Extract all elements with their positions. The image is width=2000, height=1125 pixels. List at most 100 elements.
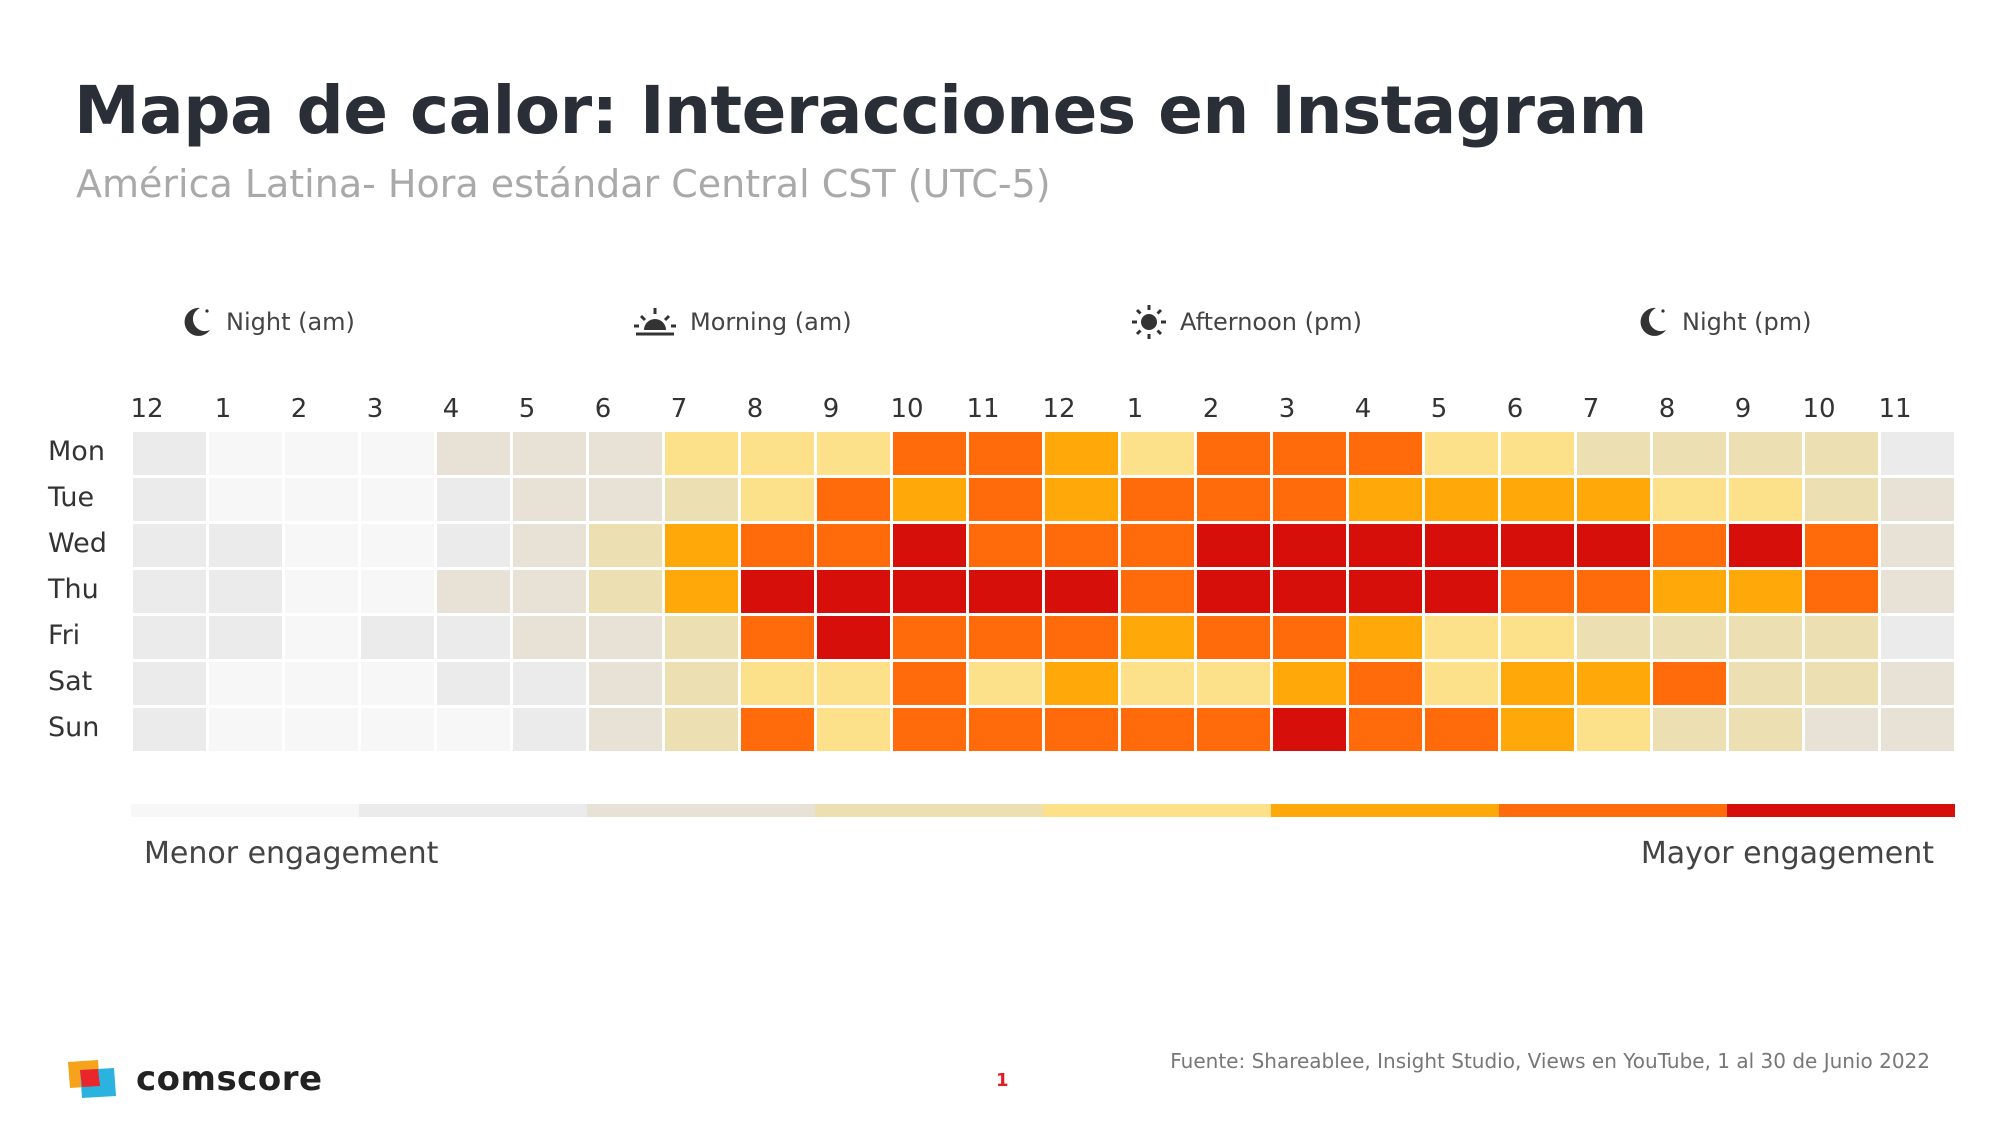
heatmap-cell	[665, 662, 738, 705]
heatmap-cell	[285, 616, 358, 659]
heatmap-cell	[665, 478, 738, 521]
heatmap-cell	[893, 524, 966, 567]
heatmap-cell	[1121, 570, 1194, 613]
heatmap-cell	[437, 662, 510, 705]
heatmap-cell	[1197, 432, 1270, 475]
heatmap-cell	[133, 616, 206, 659]
heatmap-cell	[1045, 432, 1118, 475]
heatmap-cell	[1121, 616, 1194, 659]
source-note: Fuente: Shareablee, Insight Studio, View…	[1170, 1049, 1930, 1073]
day-label: Wed	[48, 528, 107, 559]
heatmap-cell	[893, 432, 966, 475]
heatmap-cell	[1197, 524, 1270, 567]
heatmap-cell	[1653, 708, 1726, 751]
heatmap-cell	[1045, 524, 1118, 567]
legend-low-label: Menor engagement	[144, 836, 439, 871]
heatmap-cell	[1425, 524, 1498, 567]
heatmap-cell	[1729, 662, 1802, 705]
heatmap-cell	[513, 432, 586, 475]
heatmap-cell	[1425, 478, 1498, 521]
heatmap-cell	[665, 432, 738, 475]
heatmap-cell	[893, 570, 966, 613]
heatmap-cell	[437, 616, 510, 659]
moon-icon	[1640, 307, 1666, 336]
heatmap-cell	[1653, 478, 1726, 521]
heatmap-cell	[665, 616, 738, 659]
heatmap-cell	[1653, 662, 1726, 705]
heatmap-cell	[817, 478, 890, 521]
heatmap-cell	[1881, 570, 1954, 613]
heatmap-cell	[665, 708, 738, 751]
heatmap-cell	[361, 616, 434, 659]
heatmap-cell	[285, 432, 358, 475]
heatmap-cell	[817, 524, 890, 567]
heatmap-cell	[1273, 524, 1346, 567]
hour-tick-label: 10	[890, 394, 924, 424]
day-label: Tue	[48, 482, 95, 513]
heatmap-cell	[1501, 570, 1574, 613]
heatmap-cell	[1045, 570, 1118, 613]
heatmap-cell	[665, 524, 738, 567]
heatmap-cell	[1349, 662, 1422, 705]
heatmap-cell	[1805, 570, 1878, 613]
heatmap-cell	[741, 616, 814, 659]
page-subtitle: América Latina- Hora estándar Central CS…	[76, 162, 1051, 206]
heatmap-cell	[133, 524, 206, 567]
heatmap-cell	[1425, 708, 1498, 751]
hour-tick-label: 7	[670, 394, 688, 424]
heatmap-cell	[1349, 524, 1422, 567]
hour-tick-label: 4	[1354, 394, 1372, 424]
legend-segment	[1043, 804, 1271, 817]
hour-tick-label: 10	[1802, 394, 1836, 424]
heatmap-cell	[1349, 708, 1422, 751]
heatmap-cell	[589, 708, 662, 751]
heatmap-cell	[1197, 478, 1270, 521]
legend-segment	[815, 804, 1043, 817]
heatmap-cell	[893, 708, 966, 751]
hour-tick-label: 3	[366, 394, 384, 424]
heatmap-cell	[1653, 524, 1726, 567]
heatmap-cell	[1121, 662, 1194, 705]
heatmap-cell	[1881, 708, 1954, 751]
hour-tick-label: 1	[1126, 394, 1144, 424]
heatmap-cell	[1501, 478, 1574, 521]
heatmap-cell	[133, 662, 206, 705]
heatmap-cell	[209, 570, 282, 613]
heatmap-cell	[1197, 662, 1270, 705]
heatmap-cell	[1121, 708, 1194, 751]
hour-tick-label: 7	[1582, 394, 1600, 424]
heatmap-cell	[1349, 616, 1422, 659]
heatmap-cell	[969, 662, 1042, 705]
heatmap-cell	[1729, 616, 1802, 659]
hour-tick-label: 6	[1506, 394, 1524, 424]
heatmap-cell	[1577, 708, 1650, 751]
heatmap-cell	[1577, 662, 1650, 705]
period-label: Night (am)	[226, 308, 355, 336]
heatmap-cell	[513, 662, 586, 705]
heatmap-cell	[589, 570, 662, 613]
hour-tick-label: 8	[746, 394, 764, 424]
period-night-pm: Night (pm)	[1634, 300, 1811, 344]
heatmap-cell	[817, 432, 890, 475]
heatmap-cell	[209, 708, 282, 751]
heatmap-cell	[1349, 432, 1422, 475]
heatmap-cell	[817, 616, 890, 659]
heatmap-cell	[1121, 432, 1194, 475]
heatmap-cell	[1425, 616, 1498, 659]
heatmap-cell	[133, 432, 206, 475]
heatmap-cell	[969, 432, 1042, 475]
day-label: Sun	[48, 712, 100, 743]
heatmap-cell	[1577, 432, 1650, 475]
legend-segment	[1271, 804, 1499, 817]
heatmap-cell	[1045, 616, 1118, 659]
heatmap-cell	[969, 570, 1042, 613]
heatmap-cell	[1729, 432, 1802, 475]
heatmap-cell	[1425, 570, 1498, 613]
heatmap-cell	[513, 524, 586, 567]
heatmap-cell	[1425, 432, 1498, 475]
engagement-scale-bar	[131, 804, 1955, 817]
heatmap-cell	[1881, 432, 1954, 475]
hour-tick-label: 8	[1658, 394, 1676, 424]
hour-tick-label: 1	[214, 394, 232, 424]
hour-tick-label: 6	[594, 394, 612, 424]
